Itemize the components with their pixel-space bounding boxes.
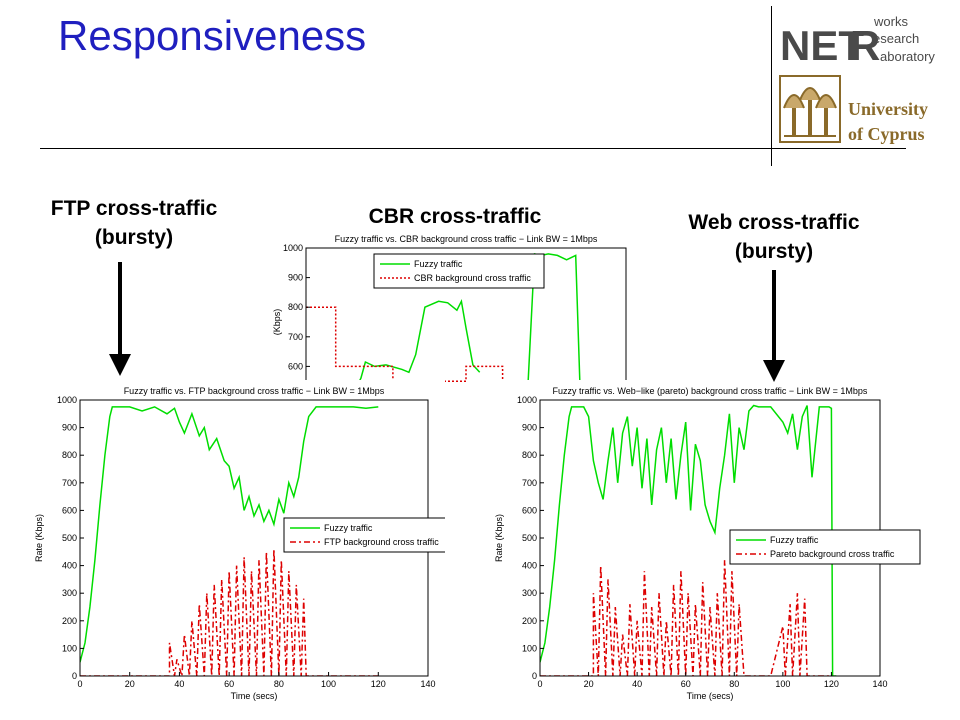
web-ytick-label: 800: [522, 450, 537, 460]
logo-works-text: works: [873, 14, 908, 29]
logo-laboratory-text: aboratory: [880, 49, 935, 64]
ftp-legend-box: [283, 517, 445, 553]
ftp-xtick-label: 100: [321, 679, 336, 689]
ftp-arrow-icon: [109, 262, 131, 376]
cbr-ytick-label: 800: [288, 302, 303, 312]
web-xtick-label: 60: [681, 679, 691, 689]
cbr-ytick-label: 700: [288, 332, 303, 342]
web-xtick-label: 100: [775, 679, 790, 689]
web-legend-box: [729, 529, 921, 565]
web-ylabel: Rate (Kbps): [494, 514, 504, 562]
ftp-xtick-label: 80: [274, 679, 284, 689]
web-ytick-label: 900: [522, 423, 537, 433]
ftp-legend-label: FTP background cross traffic: [324, 537, 439, 547]
web-arrow-icon: [763, 270, 785, 382]
web-ytick-label: 100: [522, 643, 537, 653]
web-xlabel: Time (secs): [687, 691, 734, 701]
web-caption-line1: Web cross-traffic: [688, 211, 860, 234]
web-ytick-label: 300: [522, 588, 537, 598]
web-xtick-label: 80: [729, 679, 739, 689]
web-chart: Fuzzy traffic vs. Web−like (pareto) back…: [490, 380, 930, 710]
web-legend-label: Pareto background cross traffic: [770, 549, 895, 559]
ftp-ytick-label: 600: [62, 505, 77, 515]
ftp-xtick-label: 40: [174, 679, 184, 689]
ftp-caption-line2: (bursty): [94, 226, 174, 249]
ftp-caption-line1: FTP cross-traffic: [50, 197, 218, 220]
ftp-xtick-label: 140: [420, 679, 435, 689]
web-chart-svg: Fuzzy traffic vs. Web−like (pareto) back…: [494, 386, 921, 701]
web-ytick-label: 1000: [517, 395, 537, 405]
ftp-caption: FTP cross-traffic (bursty): [14, 194, 254, 252]
web-plot-area: [540, 404, 837, 676]
ftp-ytick-label: 100: [62, 643, 77, 653]
ftp-xtick-label: 0: [77, 679, 82, 689]
logo-university-line2: of Cyprus: [848, 124, 925, 144]
cbr-chart-svg: Fuzzy traffic vs. CBR background cross t…: [272, 234, 627, 388]
ftp-ytick-label: 0: [72, 671, 77, 681]
ftp-ytick-label: 900: [62, 423, 77, 433]
logo-divider: [771, 6, 772, 166]
ftp-ytick-label: 200: [62, 616, 77, 626]
web-caption: Web cross-traffic (bursty): [640, 208, 908, 266]
cbr-chart: Fuzzy traffic vs. CBR background cross t…: [270, 228, 632, 388]
ftp-chart: Fuzzy traffic vs. FTP background cross t…: [30, 380, 445, 710]
web-series-1: [540, 560, 832, 676]
ftp-ytick-label: 800: [62, 450, 77, 460]
ftp-ytick-label: 400: [62, 561, 77, 571]
logo-esearch-text: esearch: [873, 31, 919, 46]
ftp-series-1: [80, 548, 379, 676]
web-chart-title: Fuzzy traffic vs. Web−like (pareto) back…: [553, 386, 868, 396]
web-ytick-label: 0: [532, 671, 537, 681]
cbr-ylabel: (Kbps): [272, 309, 282, 336]
ftp-xtick-label: 60: [224, 679, 234, 689]
cbr-legend: Fuzzy traffic CBR background cross traffi…: [373, 253, 545, 289]
ftp-ytick-label: 700: [62, 478, 77, 488]
header-divider: [40, 148, 906, 149]
slide-title: Responsiveness: [58, 12, 367, 59]
ftp-chart-svg: Fuzzy traffic vs. FTP background cross t…: [34, 386, 445, 701]
cbr-caption: CBR cross-traffic: [368, 205, 542, 228]
cbr-ytick-label: 600: [288, 361, 303, 371]
web-ytick-label: 600: [522, 505, 537, 515]
web-xtick-label: 40: [632, 679, 642, 689]
ftp-ylabel: Rate (Kbps): [34, 514, 44, 562]
web-ytick-label: 500: [522, 533, 537, 543]
logo-r-text: R: [850, 22, 880, 69]
ftp-ytick-label: 1000: [57, 395, 77, 405]
cbr-chart-title: Fuzzy traffic vs. CBR background cross t…: [335, 234, 598, 244]
ftp-legend: Fuzzy traffic FTP background cross traffi…: [283, 517, 445, 553]
ftp-xlabel: Time (secs): [231, 691, 278, 701]
ftp-series-0: [80, 406, 379, 663]
ftp-ytick-label: 300: [62, 588, 77, 598]
cbr-plot-frame: [305, 247, 627, 388]
logo-university-line1: University: [848, 99, 928, 119]
web-series-0: [540, 404, 837, 676]
ftp-plot-area: [80, 406, 379, 676]
cbr-legend-box: [373, 253, 545, 289]
cbr-legend-label: Fuzzy traffic: [414, 259, 463, 269]
ftp-legend-label: Fuzzy traffic: [324, 523, 373, 533]
cbr-ytick-label: 1000: [283, 243, 303, 253]
web-xtick-label: 140: [872, 679, 887, 689]
web-xtick-label: 0: [537, 679, 542, 689]
web-ytick-label: 200: [522, 616, 537, 626]
web-ytick-label: 400: [522, 561, 537, 571]
logo-net-text: NET: [780, 22, 864, 69]
university-emblem-icon: [779, 75, 841, 143]
web-legend: Fuzzy traffic Pareto background cross tra…: [729, 529, 921, 565]
web-ytick-label: 700: [522, 478, 537, 488]
cbr-series-1: [306, 306, 504, 388]
web-xtick-label: 20: [584, 679, 594, 689]
ftp-xtick-label: 20: [125, 679, 135, 689]
cbr-legend-label: CBR background cross traffic: [414, 273, 531, 283]
web-xtick-label: 120: [824, 679, 839, 689]
netrl-logo: NET R works esearch aboratory University…: [779, 14, 935, 144]
web-legend-label: Fuzzy traffic: [770, 535, 819, 545]
web-caption-line2: (bursty): [734, 240, 814, 263]
ftp-ytick-label: 500: [62, 533, 77, 543]
ftp-chart-title: Fuzzy traffic vs. FTP background cross t…: [124, 386, 385, 396]
ftp-xtick-label: 120: [371, 679, 386, 689]
cbr-ytick-label: 900: [288, 273, 303, 283]
